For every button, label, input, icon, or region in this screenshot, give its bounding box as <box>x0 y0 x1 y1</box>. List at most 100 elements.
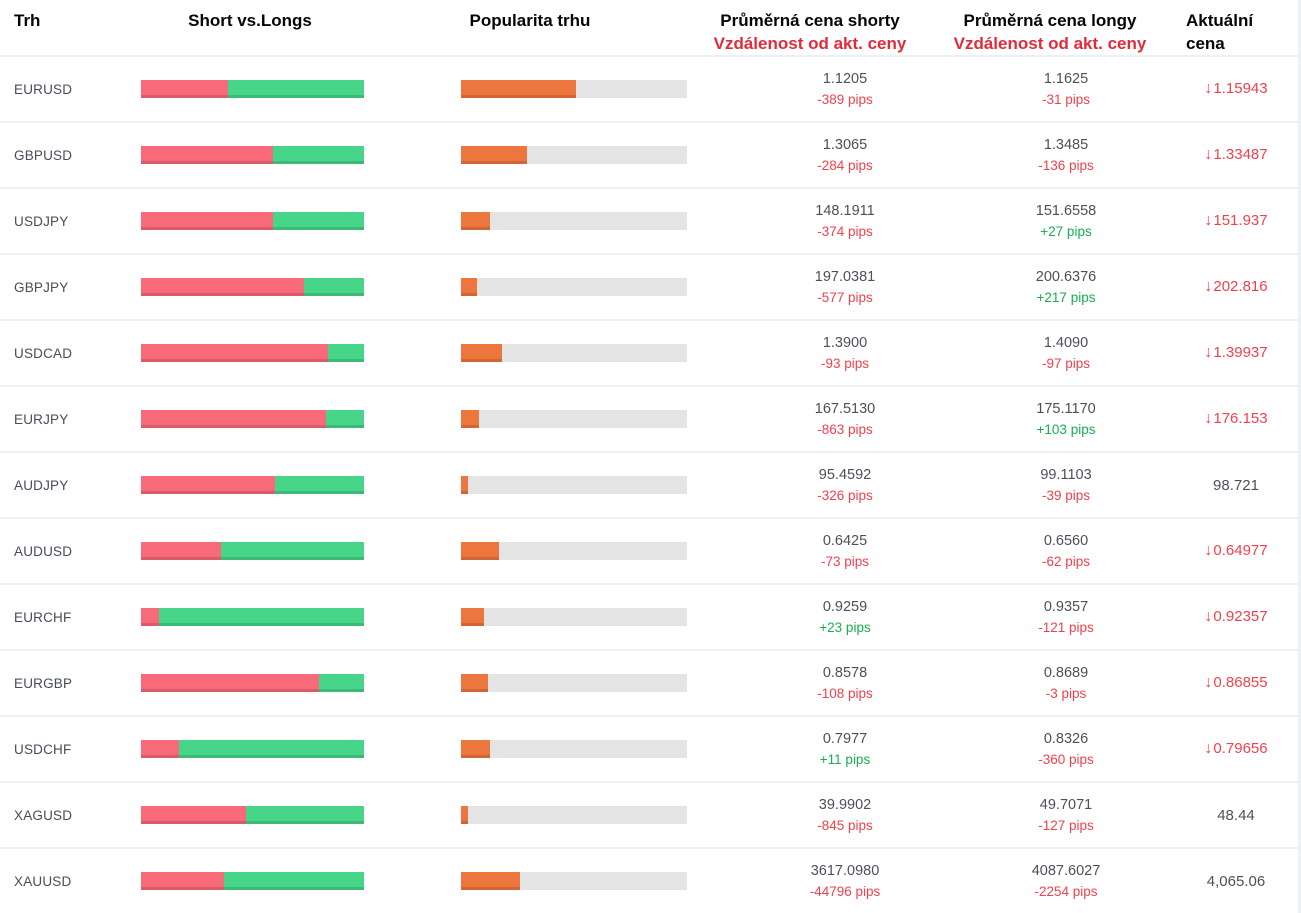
table-row: USDCAD 1.3900 -93 pips 1.4090 -97 pips ↓… <box>0 321 1298 387</box>
avg-long-pips: -39 pips <box>1041 488 1091 503</box>
popularity-fill <box>461 410 480 428</box>
current-price-value: 98.721 <box>1213 476 1259 494</box>
avg-long-cell: 0.6560 -62 pips <box>946 533 1186 569</box>
short-long-bar <box>141 278 364 296</box>
avg-long-price: 99.1103 <box>1040 466 1092 483</box>
avg-short-pips: +23 pips <box>819 620 871 635</box>
popularity-bar <box>461 674 687 692</box>
short-bar-segment <box>141 542 222 560</box>
avg-short-cell: 0.6425 -73 pips <box>725 532 965 569</box>
short-bar-segment <box>141 608 159 626</box>
market-label: USDJPY <box>14 213 69 229</box>
avg-long-pips: -360 pips <box>1038 752 1094 767</box>
avg-short-pips: -93 pips <box>820 356 870 371</box>
avg-short-pips: +11 pips <box>819 752 871 767</box>
avg-long-price: 0.8326 <box>1043 730 1089 747</box>
avg-long-pips: +103 pips <box>1036 422 1096 437</box>
avg-short-cell: 0.7977 +11 pips <box>725 730 965 767</box>
avg-long-pips: -3 pips <box>1045 686 1087 701</box>
down-arrow-icon: ↓ <box>1204 212 1213 229</box>
avg-short-price: 0.8578 <box>822 664 868 681</box>
short-long-bar <box>141 674 364 692</box>
avg-long-price: 0.8689 <box>1043 664 1089 681</box>
popularity-fill <box>461 344 502 362</box>
market-label: AUDUSD <box>14 543 73 559</box>
avg-long-price: 1.4090 <box>1043 334 1089 351</box>
avg-long-cell: 1.1625 -31 pips <box>946 71 1186 107</box>
avg-long-pips: +217 pips <box>1036 290 1096 305</box>
avg-long-cell: 175.1170 +103 pips <box>946 400 1186 437</box>
avg-long-pips: -97 pips <box>1041 356 1091 371</box>
current-price-cell: ↓0.64977 <box>1172 542 1300 560</box>
current-price-cell: ↓1.15943 <box>1172 80 1300 98</box>
current-price-cell: ↓151.937 <box>1172 212 1300 230</box>
long-bar-segment <box>326 410 364 428</box>
avg-long-pips: -136 pips <box>1038 158 1094 173</box>
column-header-avg-long: Průměrná cena longy Vzdálenost od akt. c… <box>930 9 1170 55</box>
avg-short-cell: 1.3065 -284 pips <box>725 137 965 173</box>
avg-long-cell: 1.3485 -136 pips <box>946 137 1186 173</box>
current-price-cell: ↓1.39937 <box>1172 344 1300 362</box>
avg-long-price: 200.6376 <box>1035 268 1097 285</box>
avg-long-pips: -2254 pips <box>1034 884 1098 899</box>
market-label: EURGBP <box>14 675 73 691</box>
popularity-fill <box>461 806 468 824</box>
table-row: USDJPY 148.1911 -374 pips 151.6558 +27 p… <box>0 189 1298 255</box>
avg-short-pips: -845 pips <box>817 818 873 833</box>
avg-long-price: 175.1170 <box>1036 400 1096 417</box>
avg-short-cell: 39.9902 -845 pips <box>725 797 965 833</box>
current-price-value: 176.153 <box>1213 410 1268 427</box>
column-header-popularity: Popularita trhu <box>469 11 591 30</box>
popularity-fill <box>461 740 491 758</box>
market-label: USDCAD <box>14 345 73 361</box>
avg-long-pips: -62 pips <box>1041 554 1091 569</box>
short-long-bar <box>141 146 364 164</box>
table-row: AUDJPY 95.4592 -326 pips 99.1103 -39 pip… <box>0 453 1298 519</box>
avg-long-cell: 1.4090 -97 pips <box>946 334 1186 371</box>
down-arrow-icon: ↓ <box>1204 674 1213 691</box>
market-label: GBPJPY <box>14 279 69 295</box>
avg-short-price: 0.6425 <box>822 532 868 549</box>
down-arrow-icon: ↓ <box>1204 608 1213 625</box>
avg-short-subtitle: Vzdálenost od akt. ceny <box>713 34 907 53</box>
down-arrow-icon: ↓ <box>1204 146 1213 163</box>
short-bar-segment <box>141 344 329 362</box>
popularity-fill <box>461 212 491 230</box>
avg-long-title: Průměrná cena longy <box>963 11 1137 30</box>
table-row: USDCHF 0.7977 +11 pips 0.8326 -360 pips … <box>0 717 1298 783</box>
column-header-current-price: Aktuální cena <box>1170 9 1298 55</box>
avg-short-pips: -389 pips <box>817 92 873 107</box>
long-bar-segment <box>158 608 364 626</box>
avg-short-pips: -284 pips <box>817 158 873 173</box>
table-row: EURUSD 1.1205 -389 pips 1.1625 -31 pips … <box>0 57 1298 123</box>
avg-long-cell: 200.6376 +217 pips <box>946 268 1186 305</box>
long-bar-segment <box>223 872 364 890</box>
avg-short-pips: -73 pips <box>820 554 870 569</box>
current-price-value: 0.92357 <box>1213 608 1268 625</box>
avg-short-pips: -577 pips <box>817 290 873 305</box>
popularity-fill <box>461 278 477 296</box>
short-long-bar <box>141 344 364 362</box>
avg-long-price: 49.7071 <box>1039 796 1093 813</box>
avg-short-pips: -326 pips <box>817 488 873 503</box>
avg-short-price: 197.0381 <box>814 268 876 285</box>
current-price-cell: ↓1.33487 <box>1172 146 1300 164</box>
current-price-value: 4,065.06 <box>1206 872 1266 890</box>
table-row: GBPJPY 197.0381 -577 pips 200.6376 +217 … <box>0 255 1298 321</box>
market-label: XAUUSD <box>14 873 72 889</box>
popularity-bar <box>461 344 687 362</box>
current-price-value: 0.79656 <box>1213 740 1268 757</box>
current-price-value: 1.39937 <box>1213 344 1268 361</box>
avg-short-title: Průměrná cena shorty <box>720 11 900 30</box>
avg-short-price: 0.7977 <box>822 730 868 747</box>
market-label: AUDJPY <box>14 477 69 493</box>
avg-short-price: 167.5130 <box>814 400 876 417</box>
long-bar-segment <box>221 542 364 560</box>
down-arrow-icon: ↓ <box>1204 740 1213 757</box>
table-row: XAUUSD 3617.0980 -44796 pips 4087.6027 -… <box>0 849 1298 913</box>
current-price-value: 1.15943 <box>1213 80 1268 97</box>
down-arrow-icon: ↓ <box>1204 80 1213 97</box>
short-bar-segment <box>141 212 273 230</box>
short-bar-segment <box>141 872 224 890</box>
avg-long-pips: -121 pips <box>1038 620 1094 635</box>
